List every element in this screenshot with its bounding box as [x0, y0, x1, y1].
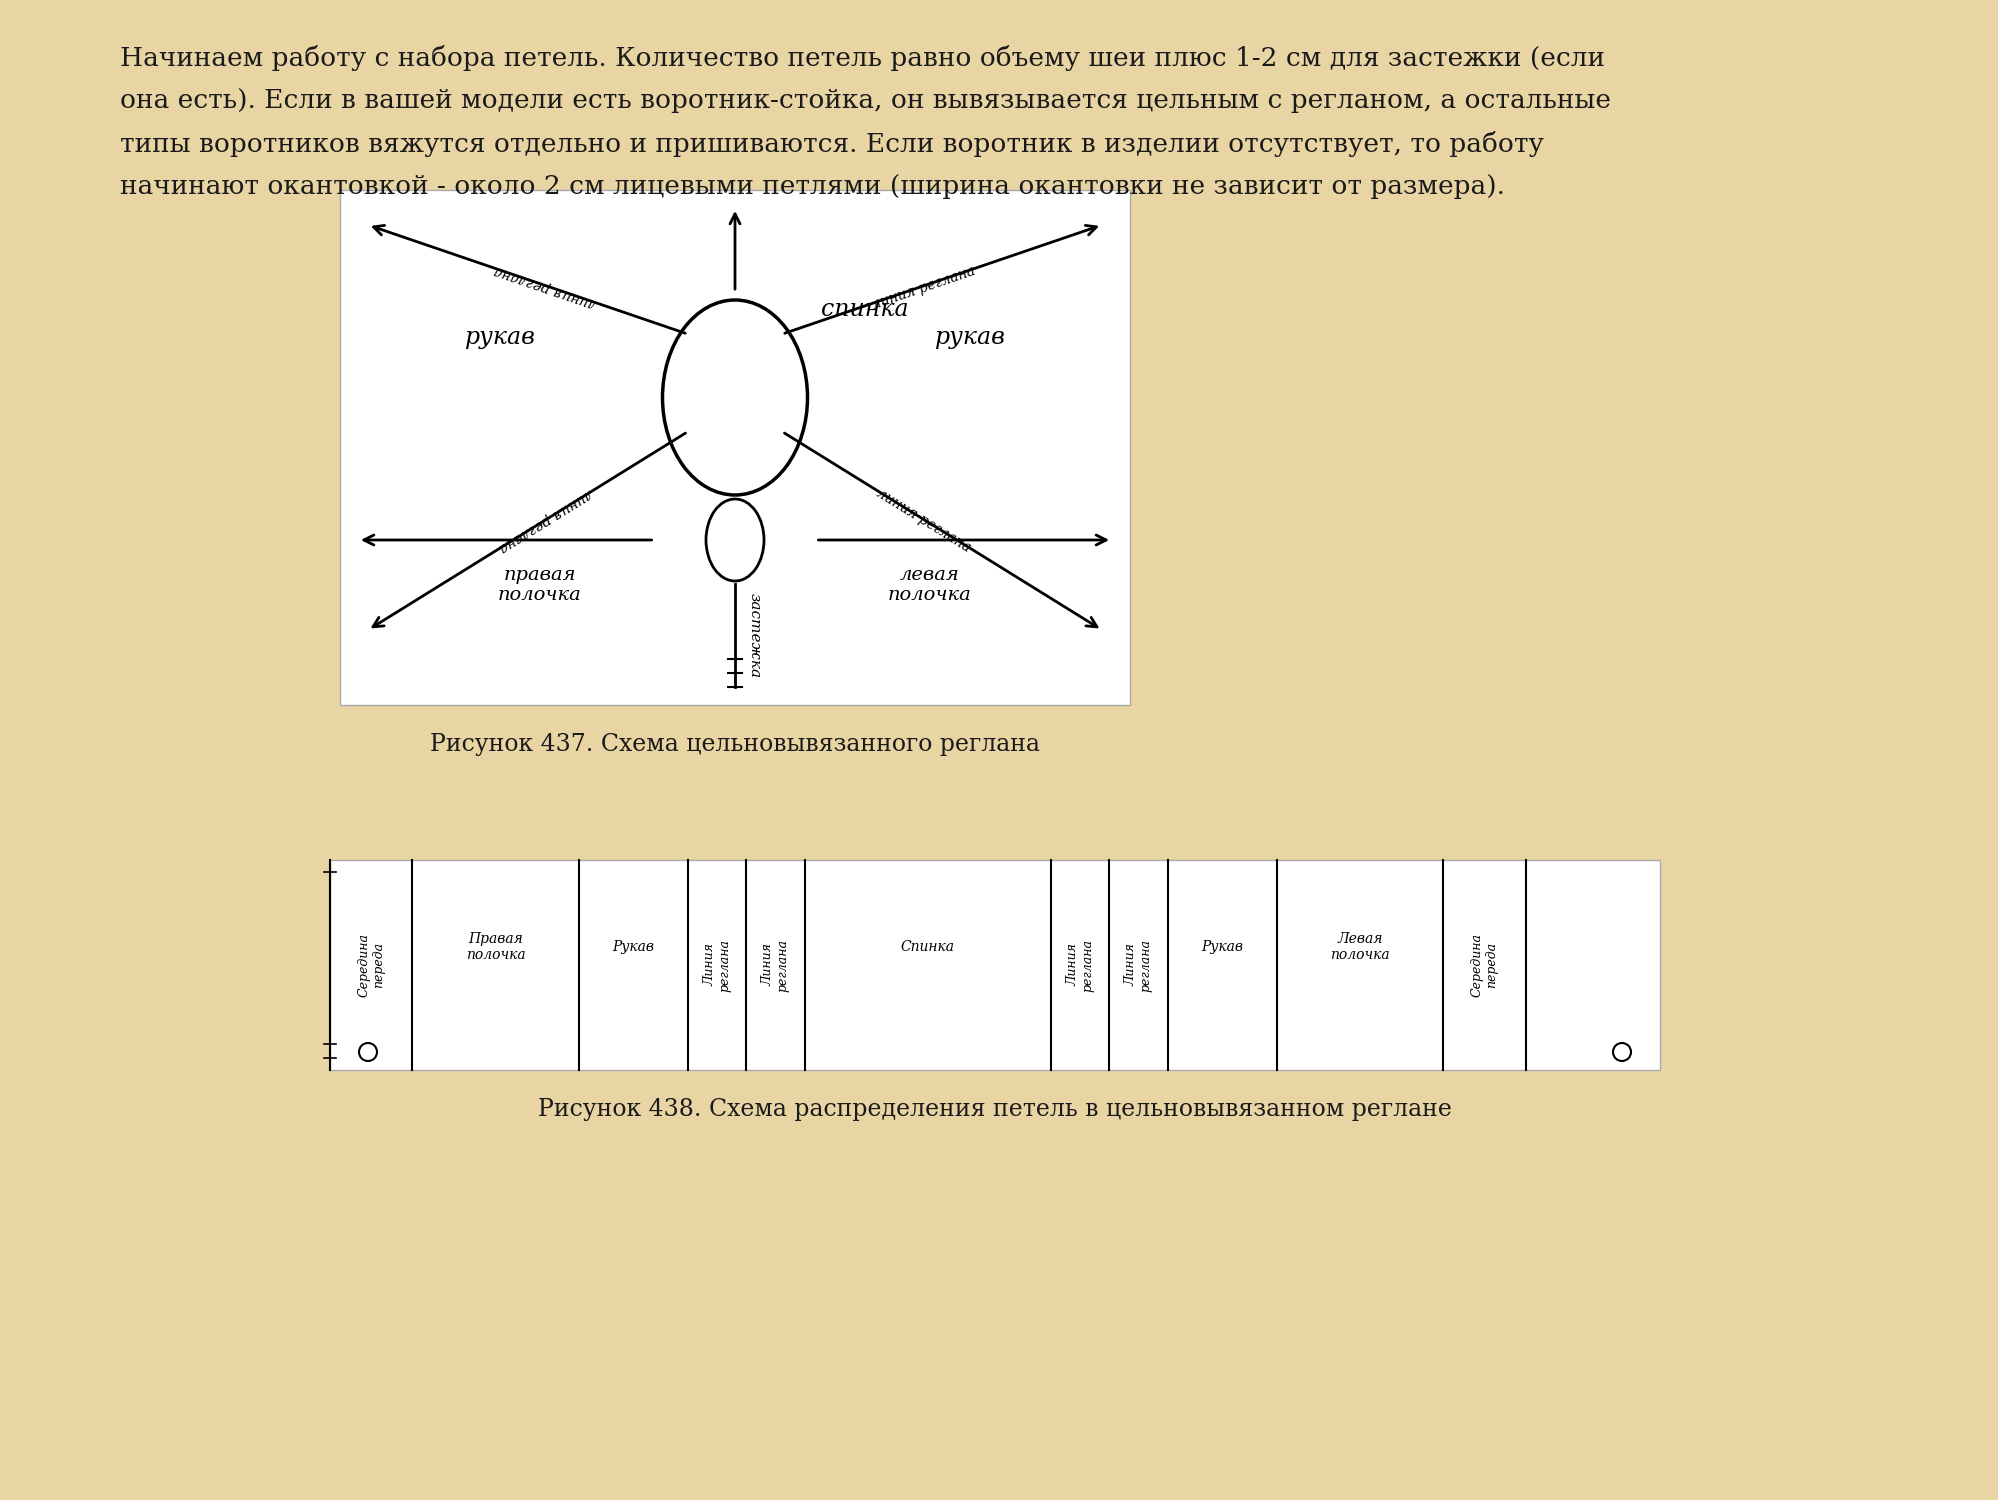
- Ellipse shape: [705, 500, 763, 580]
- Text: линия реглана: линия реглана: [496, 486, 595, 555]
- Text: правая
полочка: правая полочка: [498, 566, 581, 604]
- Text: линия реглана: линия реглана: [492, 264, 599, 312]
- Text: Рукав: Рукав: [1201, 940, 1243, 954]
- Bar: [340, 190, 1129, 705]
- Text: рукав: рукав: [464, 326, 535, 350]
- Text: она есть). Если в вашей модели есть воротник-стойка, он вывязывается цельным с р: она есть). Если в вашей модели есть воро…: [120, 88, 1610, 112]
- Text: Середина
переда: Середина переда: [1471, 933, 1498, 998]
- Text: Линия
реглана: Линия реглана: [1065, 939, 1093, 992]
- Text: Рисунок 438. Схема распределения петель в цельновывязанном реглане: Рисунок 438. Схема распределения петель …: [537, 1098, 1451, 1120]
- Circle shape: [1612, 1042, 1630, 1060]
- Text: рукав: рукав: [935, 326, 1005, 350]
- Text: спинка: спинка: [821, 298, 909, 321]
- Ellipse shape: [661, 300, 807, 495]
- Text: начинают окантовкой - около 2 см лицевыми петлями (ширина окантовки не зависит о: начинают окантовкой - около 2 см лицевым…: [120, 174, 1504, 200]
- Circle shape: [360, 1042, 378, 1060]
- Bar: [330, 859, 1658, 1070]
- Text: Начинаем работу с набора петель. Количество петель равно объему шеи плюс 1-2 см : Начинаем работу с набора петель. Количес…: [120, 45, 1604, 70]
- Text: типы воротников вяжутся отдельно и пришиваются. Если воротник в изделии отсутств: типы воротников вяжутся отдельно и приши…: [120, 130, 1542, 158]
- Text: линия реглана: линия реглана: [873, 486, 973, 555]
- Text: Правая
полочка: Правая полочка: [466, 932, 525, 962]
- Text: Линия
реглана: Линия реглана: [1125, 939, 1153, 992]
- Text: Линия
реглана: Линия реглана: [703, 939, 731, 992]
- Text: Линия
реглана: Линия реглана: [761, 939, 789, 992]
- Text: линия реглана: линия реглана: [871, 264, 977, 312]
- Text: Середина
переда: Середина переда: [358, 933, 386, 998]
- Text: застежка: застежка: [747, 592, 761, 678]
- Text: Рисунок 437. Схема цельновывязанного реглана: Рисунок 437. Схема цельновывязанного рег…: [430, 734, 1039, 756]
- Text: Рукав: Рукав: [611, 940, 653, 954]
- Text: левая
полочка: левая полочка: [887, 566, 971, 604]
- Text: Левая
полочка: Левая полочка: [1329, 932, 1389, 962]
- Text: Спинка: Спинка: [901, 940, 955, 954]
